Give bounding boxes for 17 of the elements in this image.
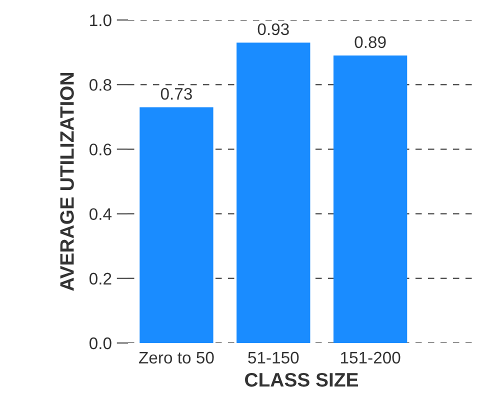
y-tick-label: 0.0 [90,337,112,350]
data-label: 0.89 [354,36,386,48]
x-tick-label: 151-200 [341,352,400,364]
y-axis-title: AVERAGE UTILIZATION [60,72,74,291]
y-tick-label: 0.2 [90,272,112,285]
data-label: 0.73 [160,88,192,100]
bar [140,107,214,343]
data-label: 0.93 [258,23,289,36]
y-tick-label: 0.6 [90,144,112,156]
bar [333,56,408,343]
x-tick-label: Zero to 50 [139,352,214,364]
y-tick-label: 0.8 [90,79,112,91]
x-tick-label: 51-150 [248,352,299,364]
bar [236,42,310,343]
y-tick-label: 0.4 [90,208,112,220]
x-axis-title: CLASS SIZE [245,372,358,387]
y-tick-label: 1.0 [90,14,112,26]
